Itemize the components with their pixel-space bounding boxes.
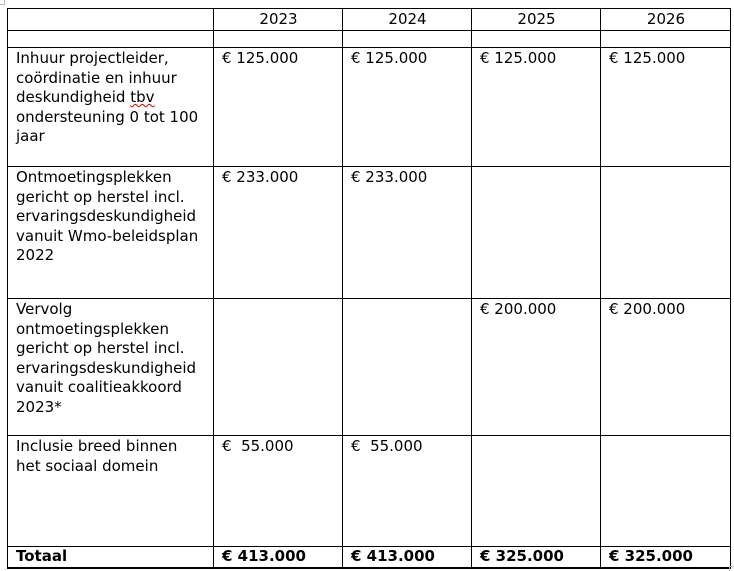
value-cell: € 200.000 xyxy=(471,298,601,436)
value-cell xyxy=(600,435,731,547)
value-cell: € 233.000 xyxy=(213,166,343,299)
corner-mark xyxy=(0,0,5,5)
value-cell xyxy=(600,166,731,299)
empty-row xyxy=(7,30,731,48)
row-label: Ontmoetingsplekken gericht op herstel in… xyxy=(7,166,214,299)
header-2025: 2025 xyxy=(471,8,601,31)
header-2024: 2024 xyxy=(342,8,472,31)
total-row: Totaal € 413.000 € 413.000 € 325.000 € 3… xyxy=(7,546,731,569)
empty-cell xyxy=(7,30,214,48)
budget-table: 2023 2024 2025 2026 Inhuur projectleider… xyxy=(7,8,731,569)
total-label: Totaal xyxy=(7,546,214,569)
value-cell: € 233.000 xyxy=(342,166,472,299)
total-value: € 325.000 xyxy=(600,546,731,569)
table-row: Inclusie breed binnen het sociaal domein… xyxy=(7,435,731,547)
value-cell: € 55.000 xyxy=(342,435,472,547)
total-value: € 325.000 xyxy=(471,546,601,569)
total-value: € 413.000 xyxy=(213,546,343,569)
value-cell xyxy=(213,298,343,436)
value-cell: € 125.000 xyxy=(471,47,601,167)
row-label: Inclusie breed binnen het sociaal domein xyxy=(7,435,214,547)
value-cell: € 125.000 xyxy=(600,47,731,167)
label-text: ondersteuning 0 tot 100 jaar xyxy=(16,107,199,146)
table-row: Inhuur projectleider, coördinatie en inh… xyxy=(7,47,731,167)
value-cell: € 125.000 xyxy=(342,47,472,167)
label-text: Inhuur projectleider, coördinatie en inh… xyxy=(16,49,177,106)
header-2026: 2026 xyxy=(600,8,731,31)
empty-cell xyxy=(600,30,731,48)
value-cell xyxy=(471,166,601,299)
header-row: 2023 2024 2025 2026 xyxy=(7,8,731,31)
value-cell: € 125.000 xyxy=(213,47,343,167)
corner-mark xyxy=(729,566,734,571)
row-label: Vervolg ontmoetingsplekken gericht op he… xyxy=(7,298,214,436)
value-cell: € 55.000 xyxy=(213,435,343,547)
misspelled-word: tbv xyxy=(130,88,155,106)
value-cell xyxy=(342,298,472,436)
empty-cell xyxy=(471,30,601,48)
value-cell: € 200.000 xyxy=(600,298,731,436)
total-value: € 413.000 xyxy=(342,546,472,569)
empty-cell xyxy=(213,30,343,48)
table-row: Ontmoetingsplekken gericht op herstel in… xyxy=(7,166,731,299)
empty-cell xyxy=(342,30,472,48)
header-2023: 2023 xyxy=(213,8,343,31)
table-row: Vervolg ontmoetingsplekken gericht op he… xyxy=(7,298,731,436)
header-cell-empty xyxy=(7,8,214,31)
row-label: Inhuur projectleider, coördinatie en inh… xyxy=(7,47,214,167)
value-cell xyxy=(471,435,601,547)
